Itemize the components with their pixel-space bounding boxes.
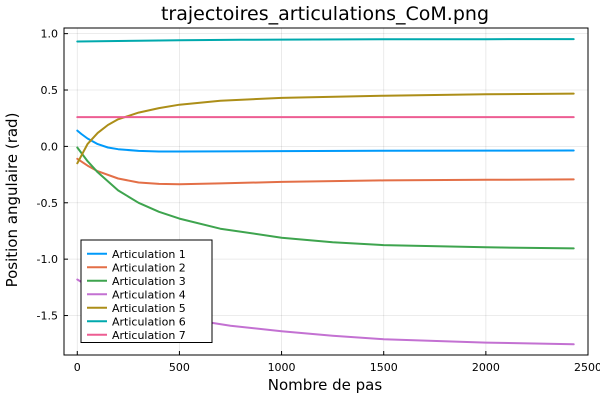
- series-line: [76, 92, 575, 165]
- plot-frame: [63, 27, 589, 356]
- legend-label: Articulation 3: [112, 275, 186, 288]
- y-tick-label: -1.5: [37, 310, 58, 323]
- y-tick-label: 0.5: [41, 84, 59, 97]
- legend-label: Articulation 2: [112, 261, 186, 274]
- x-tick-label: 1500: [370, 361, 398, 374]
- chart-title: trajectoires_articulations_CoM.png: [161, 3, 489, 25]
- legend-label: Articulation 7: [112, 329, 186, 342]
- legend-label: Articulation 5: [112, 302, 186, 315]
- x-axis-label: Nombre de pas: [268, 376, 383, 394]
- legend-box: [80, 239, 213, 343]
- x-tick-label: 2000: [472, 361, 500, 374]
- legend-label: Articulation 4: [112, 288, 186, 301]
- legend-label: Articulation 1: [112, 248, 186, 261]
- x-tick-label: 500: [169, 361, 190, 374]
- series-line: [76, 146, 575, 250]
- legend-label: Articulation 6: [112, 315, 186, 328]
- y-tick-label: 1.0: [41, 28, 59, 41]
- tick-layer: 0 500 1000 1500 2000 2500 -1.5 -1.0 -0.5 0.0 0.5 1.…: [37, 28, 600, 374]
- x-tick-label: 1000: [268, 361, 296, 374]
- x-tick-label: 0: [74, 361, 81, 374]
- y-tick-label: 0.0: [41, 140, 59, 153]
- y-tick-label: -1.0: [37, 253, 58, 266]
- series-line: [76, 129, 575, 153]
- y-axis-label: Position angulaire (rad): [3, 113, 21, 288]
- x-tick-label: 2500: [574, 361, 600, 374]
- y-tick-label: -0.5: [37, 197, 58, 210]
- series-line: [76, 38, 575, 43]
- series-layer: [76, 38, 575, 346]
